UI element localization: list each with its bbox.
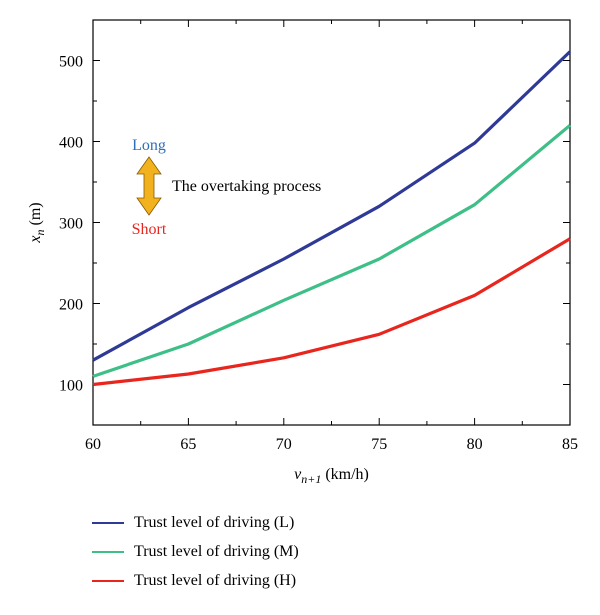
y-tick-label: 400 (59, 135, 83, 152)
legend-swatch-m (92, 550, 124, 553)
x-tick-label: 60 (85, 436, 101, 453)
series-line-h (92, 237, 571, 387)
legend-label-m: Trust level of driving (M) (134, 542, 299, 560)
y-tick-label: 100 (59, 378, 83, 395)
annotation-short: Short (132, 221, 167, 238)
x-tick-label: 85 (562, 436, 578, 453)
series-line-m (92, 124, 572, 378)
legend-label-l: Trust level of driving (L) (134, 513, 295, 531)
legend-item-h: Trust level of driving (H) (92, 566, 452, 595)
x-tick-label: 80 (467, 436, 483, 453)
x-axis-title: vn+1 (km/h) (294, 466, 369, 486)
x-tick-label: 70 (276, 436, 292, 453)
y-tick-label: 200 (59, 297, 83, 314)
legend-swatch-l (92, 521, 124, 524)
series-line-l (92, 50, 572, 362)
y-tick-label: 300 (59, 216, 83, 233)
x-tick-label: 75 (371, 436, 387, 453)
double-arrow-icon (136, 156, 162, 216)
legend-label-h: Trust level of driving (H) (134, 571, 297, 589)
x-tick-label: 65 (180, 436, 196, 453)
legend-item-m: Trust level of driving (M) (92, 537, 452, 566)
legend-item-l: Trust level of driving (L) (92, 508, 452, 537)
legend-swatch-h (92, 579, 124, 582)
annotation-long: Long (132, 137, 166, 154)
plot-area: 60 65 70 75 80 85 100 200 300 400 500 vn+1 (km/h) xn… (27, 19, 578, 486)
annotation-process: The overtaking process (172, 178, 321, 195)
legend: Trust level of driving (L) Trust level o… (92, 508, 452, 595)
y-tick-label: 500 (59, 54, 83, 71)
y-axis-title: xn (m) (27, 202, 47, 243)
